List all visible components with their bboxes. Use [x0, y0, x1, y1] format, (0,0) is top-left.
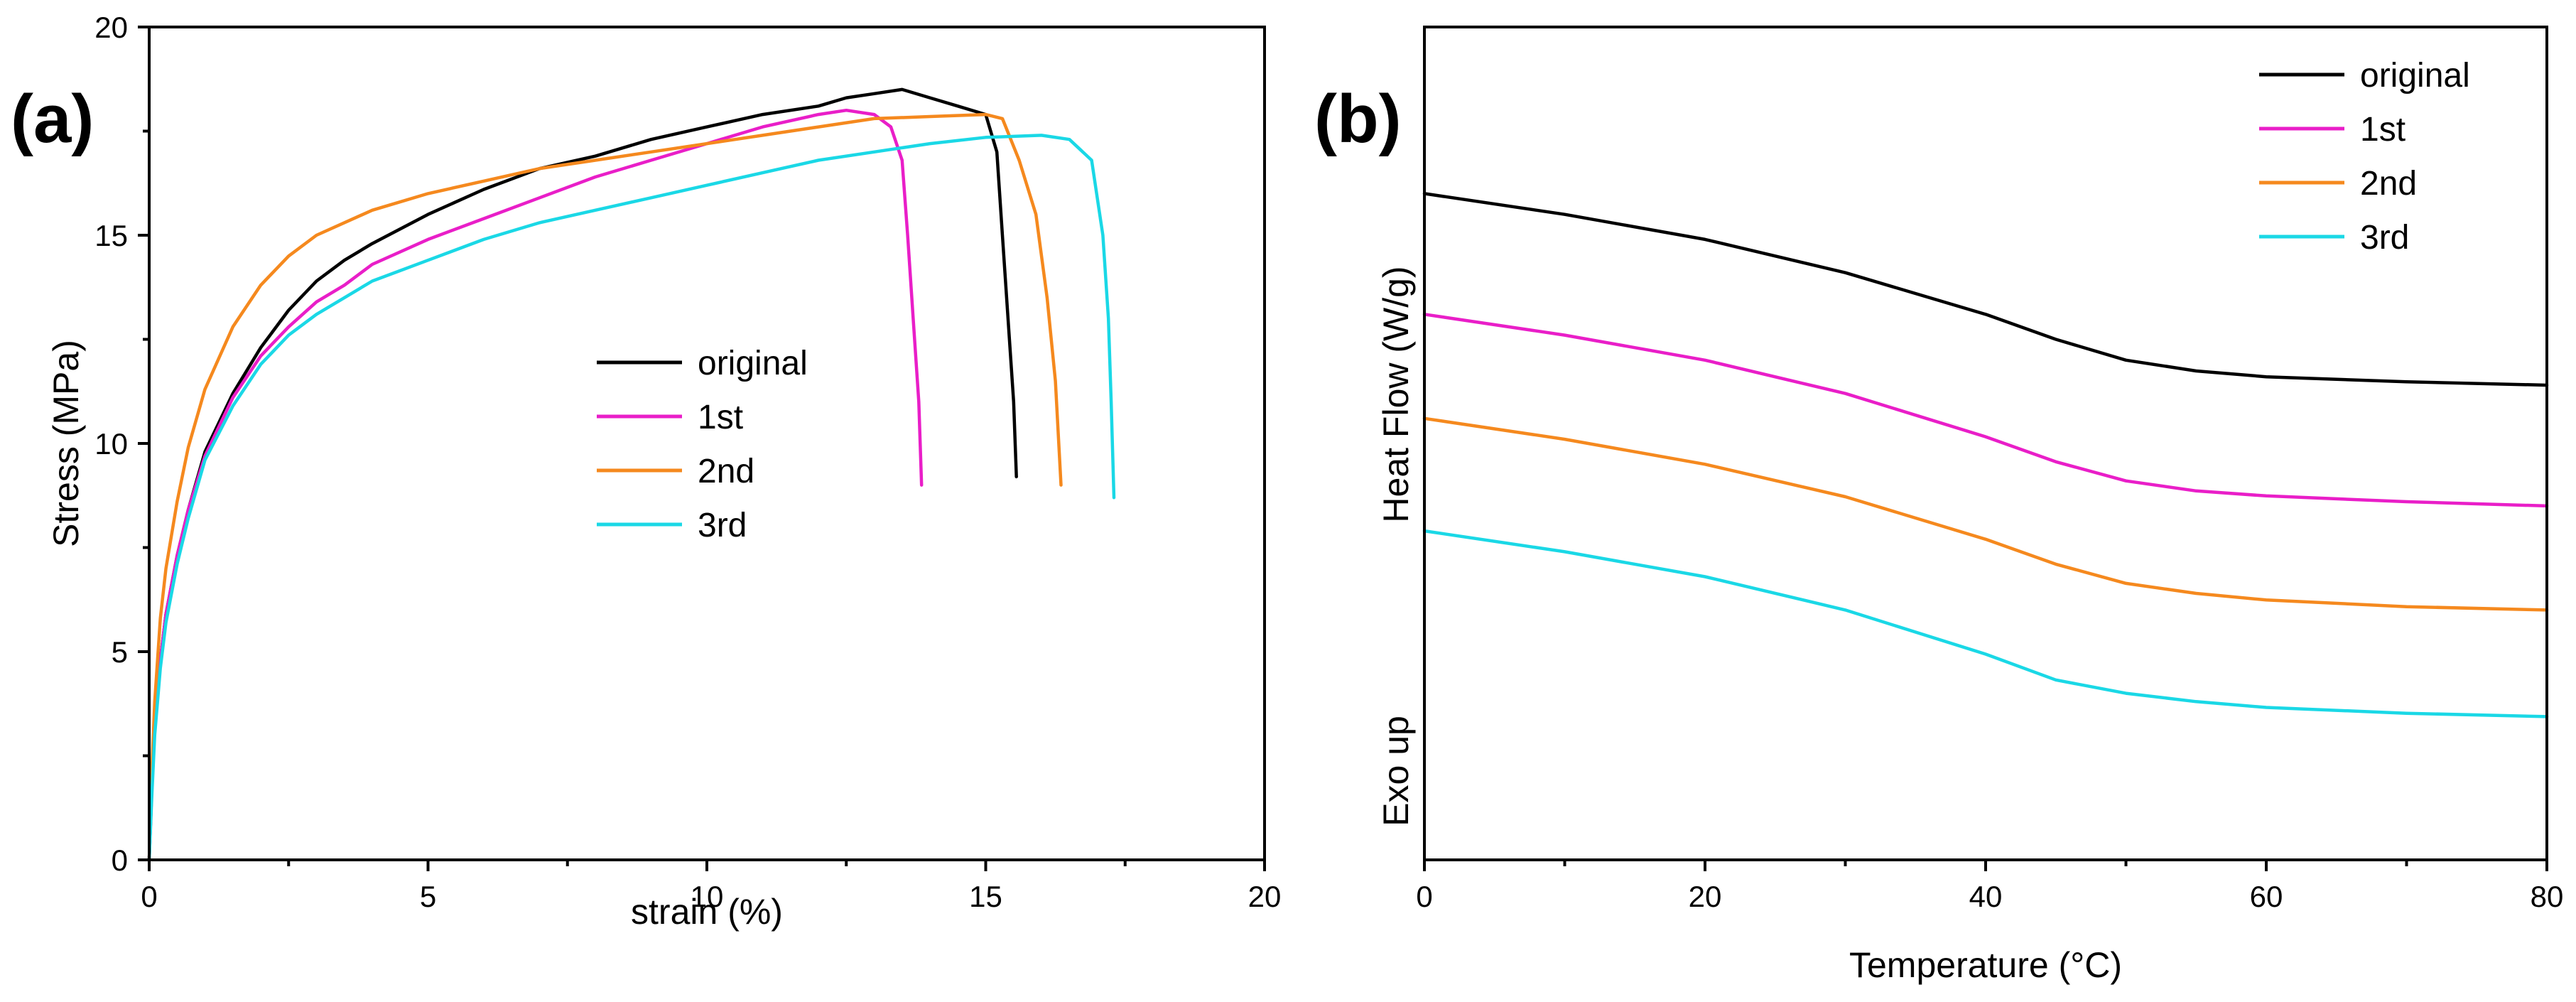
b-x-tick-label-1: 20 [1689, 880, 1722, 913]
panel-a-curves [147, 87, 1116, 862]
panel-b-ticks: 0 20 40 60 80 [1416, 860, 2563, 913]
a-legend-label-0: original [698, 345, 808, 382]
a-y-tick-label-4: 20 [94, 11, 128, 44]
a-x-tick-label-3: 15 [969, 880, 1002, 913]
panel-a-stress-strain-chart: (a) 0 5 10 15 20 0 5 10 15 20 strain (%) Stress (… [11, 11, 1281, 932]
panel-b-curves [1422, 192, 2549, 718]
b-series-line-2 [1422, 416, 2549, 612]
panel-a-x-axis-title: strain (%) [631, 892, 783, 932]
panel-b-exo-up-annotation: Exo up [1376, 716, 1416, 826]
panel-a-label: (a) [11, 81, 94, 157]
b-x-tick-label-0: 0 [1416, 880, 1432, 913]
panel-b-heat-flow-chart: (b) 0 20 40 60 80 Temperature (°C) Heat Flow… [1314, 26, 2563, 985]
panel-b-label: (b) [1314, 81, 1402, 157]
a-legend-label-3: 3rd [698, 507, 747, 544]
a-series-line-3 [147, 134, 1116, 862]
a-x-tick-label-1: 5 [420, 880, 436, 913]
panel-a-plot-frame [148, 26, 1266, 861]
a-series-line-2 [147, 112, 1063, 862]
b-series-line-1 [1422, 313, 2549, 508]
a-y-tick-label-0: 0 [112, 844, 128, 877]
a-x-tick-label-2: 10 [691, 880, 724, 913]
a-y-tick-label-3: 15 [94, 219, 128, 252]
a-x-tick-label-0: 0 [141, 880, 157, 913]
panel-b-y-axis-title: Heat Flow (W/g) [1376, 266, 1416, 522]
panel-b-legend: original 1st 2nd 3rd [2259, 57, 2470, 257]
b-x-tick-label-2: 40 [1969, 880, 2003, 913]
b-legend-label-1: 1st [2360, 111, 2405, 149]
b-series-line-3 [1422, 529, 2549, 718]
b-x-tick-label-3: 60 [2250, 880, 2283, 913]
b-series-line-0 [1422, 192, 2549, 387]
panel-b-x-axis-title: Temperature (°C) [1849, 945, 2122, 985]
a-legend-label-2: 2nd [698, 453, 754, 490]
a-series-line-0 [147, 87, 1018, 862]
a-y-tick-label-2: 10 [94, 427, 128, 460]
a-y-tick-label-1: 5 [112, 635, 128, 669]
panel-a-ticks: 0 5 10 15 20 0 5 10 15 20 [94, 11, 1281, 913]
b-legend-label-0: original [2360, 57, 2470, 95]
b-legend-label-3: 3rd [2360, 219, 2409, 257]
a-x-tick-label-4: 20 [1248, 880, 1282, 913]
b-legend-label-2: 2nd [2360, 165, 2417, 203]
panel-a-legend: original 1st 2nd 3rd [597, 345, 808, 544]
panel-a-y-axis-title: Stress (MPa) [46, 340, 86, 547]
a-legend-label-1: 1st [698, 399, 743, 436]
b-x-tick-label-4: 80 [2531, 880, 2564, 913]
